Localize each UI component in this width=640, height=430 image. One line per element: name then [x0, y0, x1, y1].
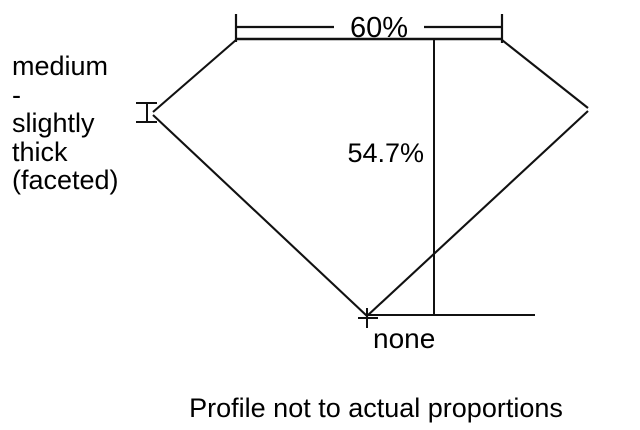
girdle-label-line-2: - — [12, 79, 21, 110]
pavilion-facet-right — [366, 110, 589, 317]
culet-label: none — [373, 323, 435, 354]
depth-dimension-group: 54.7% — [347, 40, 435, 315]
girdle-label-line-5: (faceted) — [12, 165, 119, 196]
girdle-marker-group — [136, 102, 157, 123]
girdle-thickness-label: medium - slightly thick (faceted) — [12, 52, 119, 195]
girdle-label-line-3: slightly — [12, 108, 95, 139]
crown-facet-right — [501, 39, 589, 109]
depth-percent-label: 54.7% — [347, 138, 424, 168]
culet-group: none — [358, 308, 535, 354]
diagram-caption: Profile not to actual proportions — [189, 393, 563, 423]
girdle-label-line-1: medium — [12, 51, 109, 81]
girdle-label-line-4: thick — [12, 136, 68, 167]
crown-facet-left — [152, 39, 237, 113]
pavilion-facet-left — [152, 114, 368, 317]
gem-outline-group — [152, 37, 589, 317]
